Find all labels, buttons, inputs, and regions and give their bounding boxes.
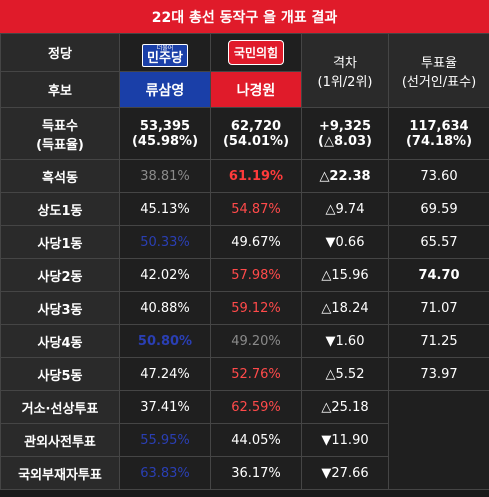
row-dp: 42.02% [119,258,211,292]
row-dp: 37.41% [119,390,211,424]
row-name: 사당1동 [0,225,120,259]
summary-row: 득표수 (득표율) 53,395 (45.98%) 62,720 (54.01%… [0,107,489,160]
table-row: 거소·선상투표 37.41% 62.59% △25.18 [0,390,489,490]
row-gap: △9.74 [301,192,389,226]
row-gap: △25.18 [301,390,389,424]
summary-ppp-votes: 62,720 [230,118,282,134]
row-ppp: 57.98% [210,258,302,292]
row-gap: ▼27.66 [301,456,389,490]
row-turnout: 73.60 [388,159,489,193]
row-gap: ▼11.90 [301,423,389,457]
row-dp: 38.81% [119,159,211,193]
table-row: 사당4동 50.80% 49.20% ▼1.60 71.25 [0,324,489,358]
summary-label-1: 득표수 [42,118,78,134]
row-turnout: 65.57 [388,225,489,259]
row-ppp: 49.67% [210,225,302,259]
row-turnout: 71.25 [388,324,489,358]
table-row: 흑석동 38.81% 61.19% △22.38 73.60 [0,159,489,193]
table-row: 사당3동 40.88% 59.12% △18.24 71.07 [0,291,489,325]
row-turnout: 69.59 [388,192,489,226]
gap-header: 격차 (1위/2위) [301,33,389,108]
row-ppp: 62.59% [210,390,302,424]
dp-logo-small-text: 더불어 [156,44,174,52]
row-dp: 47.24% [119,357,211,391]
row-name: 사당3동 [0,291,120,325]
summary-turnout-rate: (74.18%) [405,133,473,149]
row-name: 사당2동 [0,258,120,292]
summary-turnout-votes: 117,634 [409,118,469,134]
row-ppp: 59.12% [210,291,302,325]
gap-header-label: 격차 [333,55,357,71]
row-gap: ▼0.66 [301,225,389,259]
row-dp: 45.13% [119,192,211,226]
table-row: 사당2동 42.02% 57.98% △15.96 74.70 [0,258,489,292]
summary-gap-votes: +9,325 [318,118,371,134]
summary-ppp-rate: (54.01%) [222,133,290,149]
summary-gap: +9,325 (△8.03) [301,107,389,160]
row-turnout: 73.97 [388,357,489,391]
row-ppp: 49.20% [210,324,302,358]
row-name: 거소·선상투표 [0,390,120,424]
dp-logo-cell: 더불어 민주당 [119,33,211,72]
row-ppp: 44.05% [210,423,302,457]
summary-gap-rate: (△8.03) [318,133,372,149]
row-ppp: 61.19% [210,159,302,193]
table-row: 상도1동 45.13% 54.87% △9.74 69.59 [0,192,489,226]
turnout-header-label: 투표율 [421,55,457,71]
summary-dp: 53,395 (45.98%) [119,107,211,160]
row-dp: 55.95% [119,423,211,457]
people-power-party-logo: 국민의힘 [227,40,285,65]
row-gap: ▼1.60 [301,324,389,358]
row-turnout: 71.07 [388,291,489,325]
row-dp: 50.33% [119,225,211,259]
row-turnout: 74.70 [388,258,489,292]
ppp-logo-cell: 국민의힘 [210,33,302,72]
results-table: 정당 더불어 민주당 국민의힘 격차 (1위/2위) 투표율 (선거인/표수) … [0,33,489,490]
row-ppp: 54.87% [210,192,302,226]
row-name: 관외사전투표 [0,423,120,457]
row-ppp: 36.17% [210,456,302,490]
page-title: 22대 총선 동작구 을 개표 결과 [0,0,489,33]
summary-turnout: 117,634 (74.18%) [388,107,489,160]
row-name: 사당4동 [0,324,120,358]
candidate-ppp: 나경원 [210,71,302,108]
turnout-header: 투표율 (선거인/표수) [388,33,489,108]
candidate-label: 후보 [0,71,120,108]
row-name: 국외부재자투표 [0,456,120,490]
summary-dp-rate: (45.98%) [131,133,199,149]
row-gap: △22.38 [301,159,389,193]
gap-header-sub: (1위/2위) [317,74,373,90]
summary-ppp: 62,720 (54.01%) [210,107,302,160]
candidate-row: 후보 류삼영 나경원 [0,71,489,108]
summary-label: 득표수 (득표율) [0,107,120,160]
table-row: 사당5동 47.24% 52.76% △5.52 73.97 [0,357,489,391]
table-row: 사당1동 50.33% 49.67% ▼0.66 65.57 [0,225,489,259]
row-gap: △18.24 [301,291,389,325]
row-dp: 50.80% [119,324,211,358]
summary-dp-votes: 53,395 [139,118,191,134]
summary-label-2: (득표율) [36,137,84,153]
row-name: 상도1동 [0,192,120,226]
row-turnout-merged [388,390,489,490]
row-gap: △5.52 [301,357,389,391]
row-dp: 40.88% [119,291,211,325]
row-gap: △15.96 [301,258,389,292]
turnout-header-sub: (선거인/표수) [401,74,477,90]
row-ppp: 52.76% [210,357,302,391]
democratic-party-logo: 더불어 민주당 [142,43,188,67]
dp-logo-text: 민주당 [147,50,183,66]
table-row: 관외사전투표 55.95% 44.05% ▼11.90 [0,423,489,457]
row-name: 흑석동 [0,159,120,193]
party-label: 정당 [0,33,120,72]
row-name: 사당5동 [0,357,120,391]
candidate-dp: 류삼영 [119,71,211,108]
row-dp: 63.83% [119,456,211,490]
party-row: 정당 더불어 민주당 국민의힘 격차 (1위/2위) 투표율 (선거인/표수) [0,33,489,108]
table-row: 국외부재자투표 63.83% 36.17% ▼27.66 [0,456,489,490]
